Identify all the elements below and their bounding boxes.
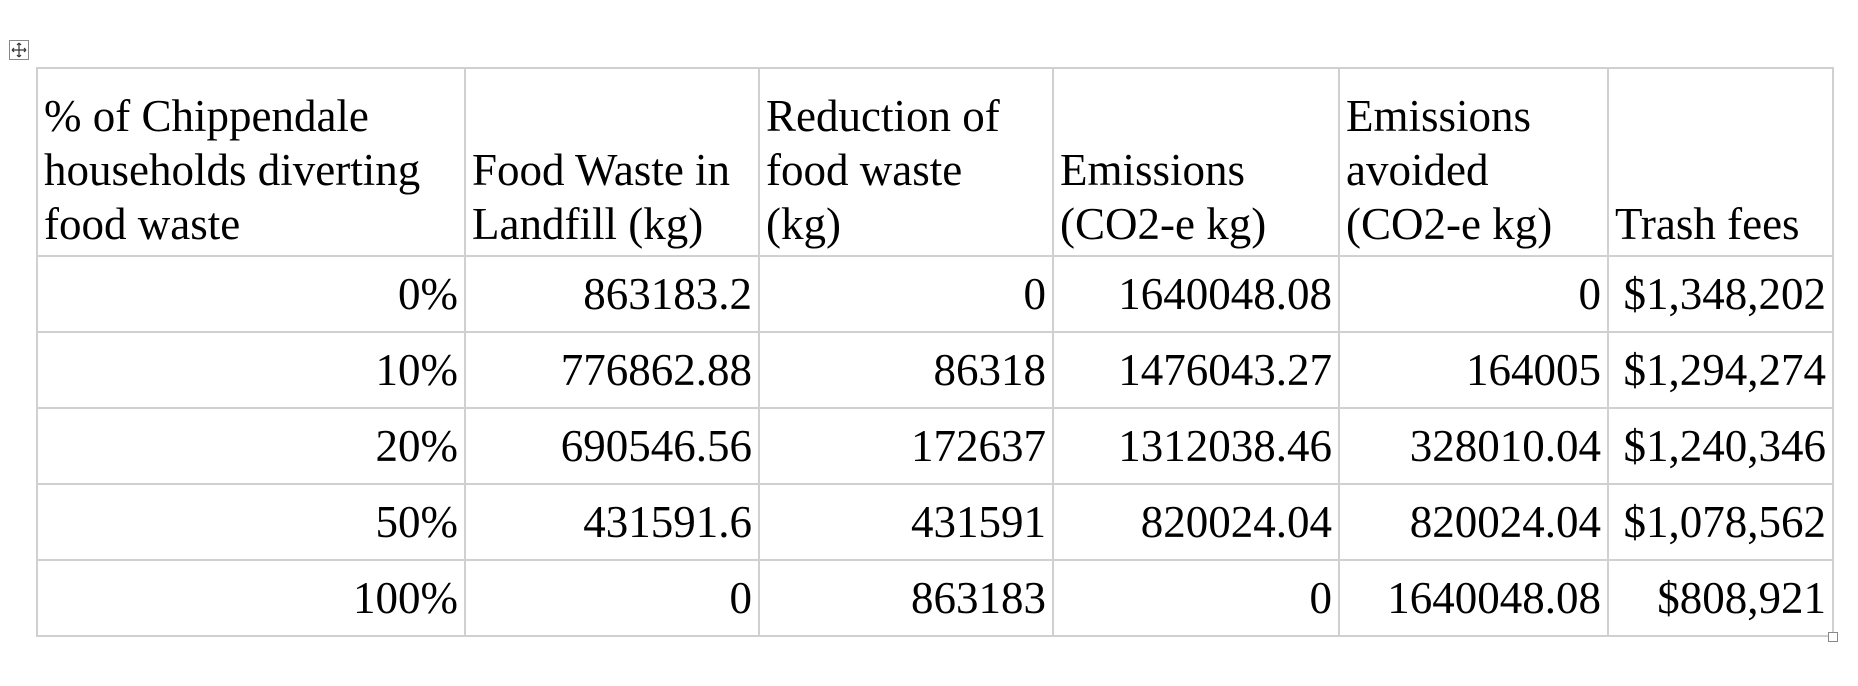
table-cell: 1640048.08	[1052, 255, 1340, 333]
table-cell: $1,240,346	[1607, 407, 1834, 485]
table-cell: 328010.04	[1338, 407, 1609, 485]
header-cell: Emissions avoided (CO2-e kg)	[1338, 67, 1609, 257]
header-cell: Trash fees	[1607, 67, 1834, 257]
table-cell: 86318	[758, 331, 1054, 409]
table-cell: 863183.2	[464, 255, 760, 333]
table-cell: 0	[1338, 255, 1609, 333]
table-cell: 863183	[758, 559, 1054, 637]
table-cell: 164005	[1338, 331, 1609, 409]
header-cell: Reduction of food waste (kg)	[758, 67, 1054, 257]
table-cell: 10%	[36, 331, 466, 409]
table-cell: 820024.04	[1338, 483, 1609, 561]
header-cell: Food Waste in Landfill (kg)	[464, 67, 760, 257]
table-move-handle[interactable]	[9, 40, 29, 60]
table-cell: $1,348,202	[1607, 255, 1834, 333]
table-cell: 431591.6	[464, 483, 760, 561]
table-resize-handle[interactable]	[1828, 632, 1838, 642]
table-cell: 431591	[758, 483, 1054, 561]
table-cell: 50%	[36, 483, 466, 561]
table-row: 0% 863183.2 0 1640048.08 0 $1,348,202	[36, 255, 1834, 333]
table-cell: 820024.04	[1052, 483, 1340, 561]
table-cell: 0	[758, 255, 1054, 333]
data-table: % of Chippendale households diverting fo…	[36, 67, 1834, 637]
header-cell: Emissions (CO2-e kg)	[1052, 67, 1340, 257]
table-row: 100% 0 863183 0 1640048.08 $808,921	[36, 559, 1834, 637]
table-cell: 100%	[36, 559, 466, 637]
table-row: 20% 690546.56 172637 1312038.46 328010.04 $1,…	[36, 407, 1834, 485]
table-cell: 1312038.46	[1052, 407, 1340, 485]
table-cell: 0%	[36, 255, 466, 333]
table-cell: 1476043.27	[1052, 331, 1340, 409]
table-cell: $808,921	[1607, 559, 1834, 637]
table-cell: 776862.88	[464, 331, 760, 409]
table-row: 50% 431591.6 431591 820024.04 820024.04 $1,07…	[36, 483, 1834, 561]
table-row: 10% 776862.88 86318 1476043.27 164005 $1,294,…	[36, 331, 1834, 409]
table-body: 0% 863183.2 0 1640048.08 0 $1,348,202 10% 77686…	[36, 255, 1834, 637]
table-cell: $1,294,274	[1607, 331, 1834, 409]
table-cell: 690546.56	[464, 407, 760, 485]
header-row: % of Chippendale households diverting fo…	[36, 67, 1834, 257]
table-cell: $1,078,562	[1607, 483, 1834, 561]
table-cell: 0	[464, 559, 760, 637]
table-cell: 172637	[758, 407, 1054, 485]
header-cell: % of Chippendale households diverting fo…	[36, 67, 466, 257]
table-cell: 0	[1052, 559, 1340, 637]
table-cell: 1640048.08	[1338, 559, 1609, 637]
move-icon	[11, 42, 27, 58]
table-cell: 20%	[36, 407, 466, 485]
